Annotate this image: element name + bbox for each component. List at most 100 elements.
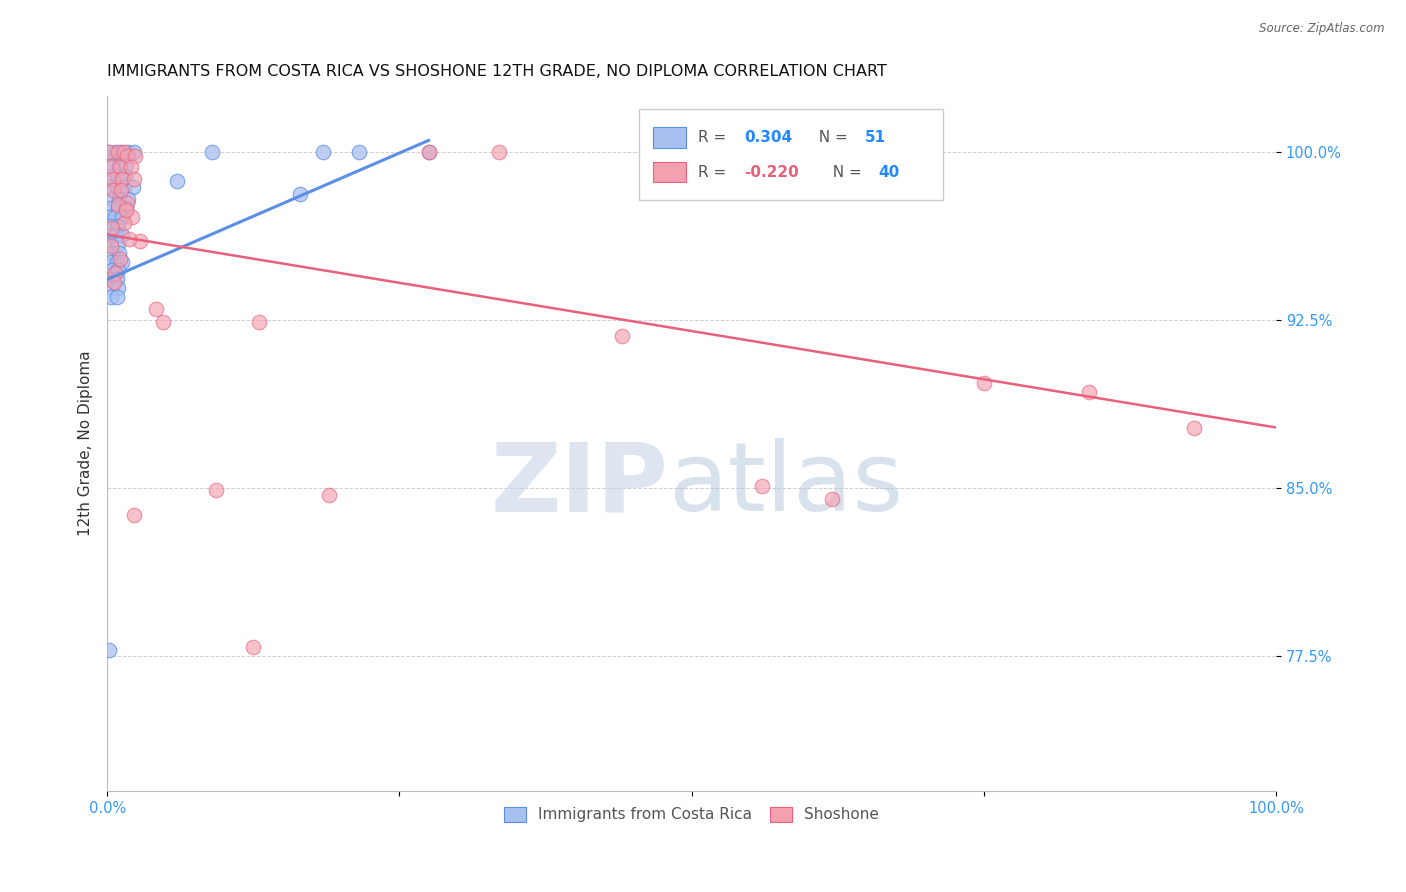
Point xyxy=(1182,420,1205,434)
Point xyxy=(675,145,697,159)
Point xyxy=(101,245,124,260)
Y-axis label: 12th Grade, No Diploma: 12th Grade, No Diploma xyxy=(79,351,93,536)
Point xyxy=(347,145,370,159)
Point xyxy=(118,232,141,246)
Point xyxy=(105,254,128,268)
Point xyxy=(104,227,127,242)
Point xyxy=(973,376,995,390)
Point xyxy=(115,202,138,217)
Point xyxy=(124,149,146,163)
Point xyxy=(100,201,122,215)
Text: -0.220: -0.220 xyxy=(744,164,799,179)
Point xyxy=(100,169,122,184)
Text: R =: R = xyxy=(697,129,731,145)
Point xyxy=(112,180,135,194)
Point xyxy=(121,210,143,224)
Point xyxy=(122,171,145,186)
Point xyxy=(105,180,128,194)
Point xyxy=(242,640,264,655)
Point xyxy=(110,183,132,197)
Point xyxy=(101,161,124,175)
Point xyxy=(166,174,188,188)
Point xyxy=(821,492,844,507)
Point xyxy=(104,210,127,224)
FancyBboxPatch shape xyxy=(640,110,943,200)
Point xyxy=(1078,384,1101,399)
Point xyxy=(98,642,121,657)
Point xyxy=(105,290,128,304)
Point xyxy=(108,252,131,267)
Point xyxy=(107,219,129,233)
Text: N =: N = xyxy=(823,164,866,179)
Point xyxy=(100,239,122,253)
Point xyxy=(112,145,135,159)
Point xyxy=(114,169,136,184)
Point xyxy=(101,183,124,197)
Point xyxy=(108,245,131,260)
Point xyxy=(247,315,270,329)
Point xyxy=(111,210,134,224)
Point xyxy=(115,196,138,211)
Point xyxy=(418,145,440,159)
Point xyxy=(104,145,127,159)
Point xyxy=(122,180,145,194)
Point xyxy=(122,508,145,522)
Point xyxy=(288,187,311,202)
Point xyxy=(111,171,134,186)
Point xyxy=(128,235,150,249)
Point xyxy=(418,145,440,159)
Point xyxy=(205,483,228,498)
Point xyxy=(111,254,134,268)
Text: N =: N = xyxy=(808,129,852,145)
Point xyxy=(107,263,129,277)
Point xyxy=(100,254,122,268)
Point xyxy=(108,161,131,175)
FancyBboxPatch shape xyxy=(654,161,686,183)
Text: atlas: atlas xyxy=(668,439,904,532)
Point xyxy=(107,201,129,215)
Text: ZIP: ZIP xyxy=(491,439,668,532)
Point xyxy=(115,201,138,215)
Point xyxy=(101,281,124,295)
Point xyxy=(751,479,773,493)
Point xyxy=(104,266,127,280)
Point xyxy=(100,236,122,251)
Point xyxy=(98,145,121,159)
Point xyxy=(107,281,129,295)
Text: 40: 40 xyxy=(879,164,900,179)
Point xyxy=(100,272,122,286)
Legend: Immigrants from Costa Rica, Shoshone: Immigrants from Costa Rica, Shoshone xyxy=(498,801,884,829)
Text: R =: R = xyxy=(697,164,731,179)
Point xyxy=(98,180,121,194)
Point xyxy=(108,158,131,172)
Point xyxy=(101,263,124,277)
Point xyxy=(120,161,142,175)
Point xyxy=(98,227,121,242)
Point xyxy=(107,236,129,251)
Point xyxy=(201,145,224,159)
Point xyxy=(152,315,174,329)
Point xyxy=(111,227,134,242)
Point xyxy=(98,210,121,224)
Point xyxy=(100,219,122,233)
Point xyxy=(117,192,139,206)
Point xyxy=(100,290,122,304)
FancyBboxPatch shape xyxy=(654,127,686,148)
Point xyxy=(97,145,120,159)
Point xyxy=(318,488,340,502)
Point xyxy=(107,169,129,184)
Point xyxy=(101,158,124,172)
Point xyxy=(101,171,124,186)
Point xyxy=(107,198,129,212)
Point xyxy=(488,145,510,159)
Point xyxy=(101,220,124,235)
Point xyxy=(108,192,131,206)
Point xyxy=(122,145,145,159)
Point xyxy=(145,301,167,316)
Point xyxy=(610,328,633,343)
Text: Source: ZipAtlas.com: Source: ZipAtlas.com xyxy=(1260,22,1385,36)
Text: 0.304: 0.304 xyxy=(744,129,793,145)
Point xyxy=(117,145,139,159)
Point xyxy=(112,216,135,230)
Point xyxy=(312,145,335,159)
